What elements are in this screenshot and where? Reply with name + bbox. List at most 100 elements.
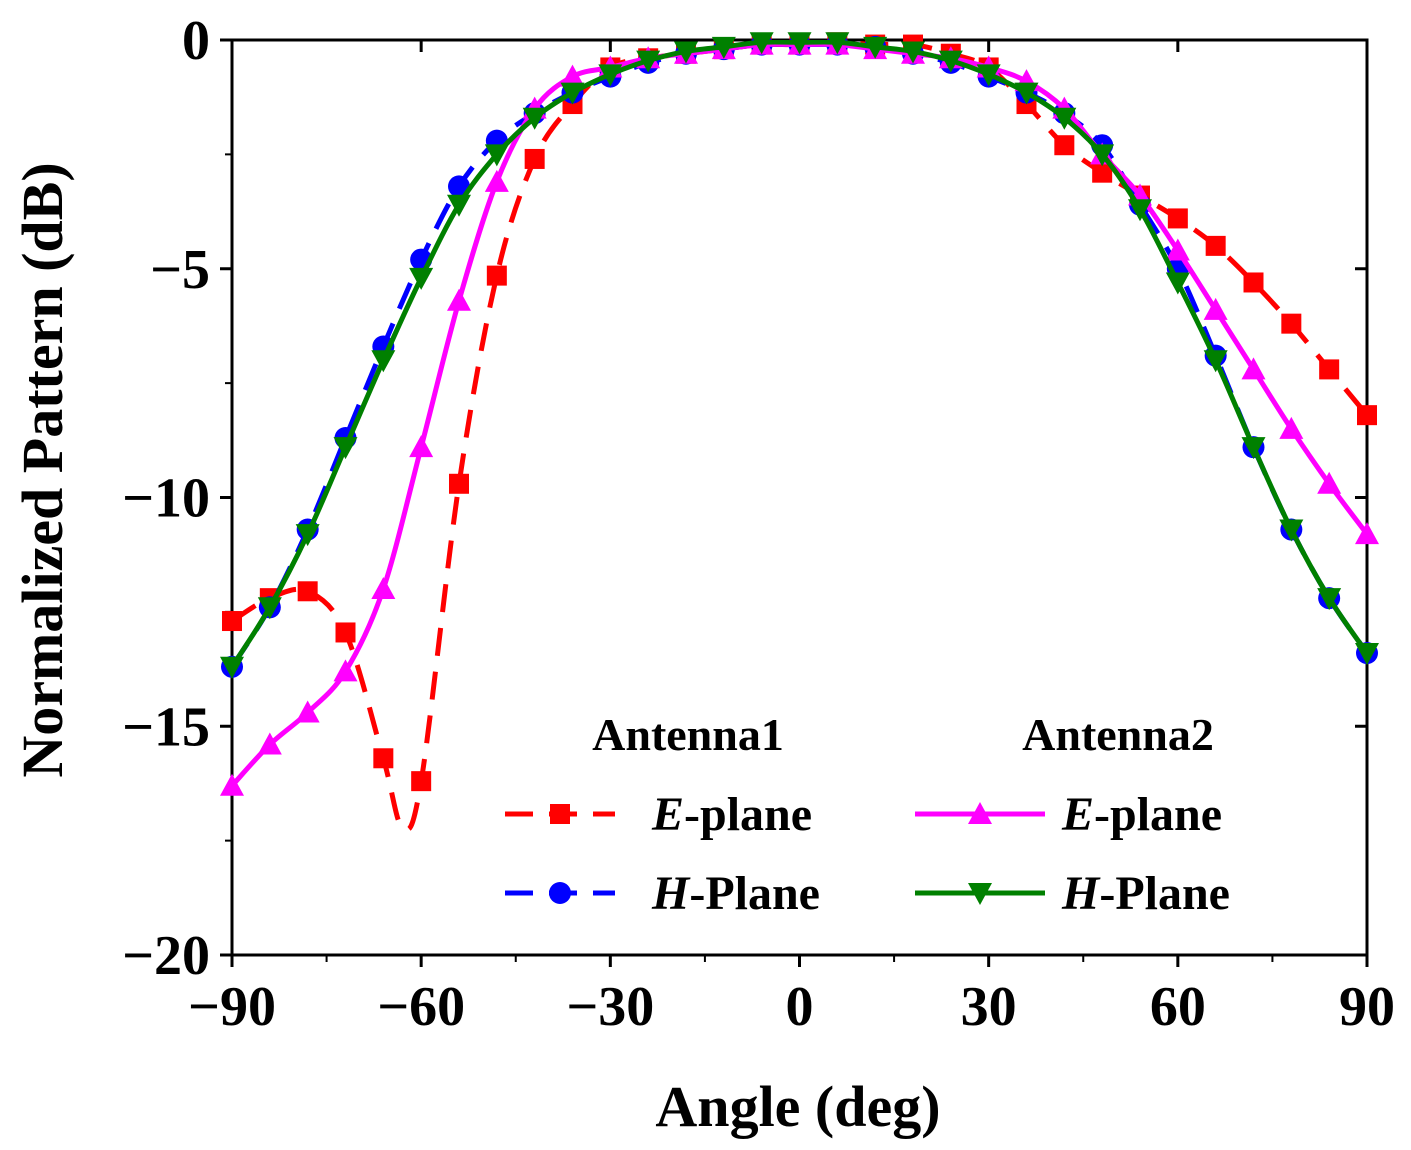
x-tick-label: 30 xyxy=(961,976,1017,1038)
data-point xyxy=(1167,208,1188,229)
data-point xyxy=(522,107,547,130)
data-point xyxy=(976,64,1001,87)
y-axis-title: Normalized Pattern (dB) xyxy=(10,162,75,777)
legend-label-prefix: E xyxy=(651,788,684,841)
y-tick-label: −20 xyxy=(122,925,210,987)
data-point xyxy=(1205,235,1226,256)
data-point xyxy=(1014,82,1039,105)
data-point xyxy=(1090,144,1115,167)
data-point xyxy=(1241,357,1266,380)
data-point xyxy=(297,581,318,602)
data-point xyxy=(220,656,244,679)
axes: −90 −60 −30 0 30 60 90 0 −5 −10 −15 −20 xyxy=(122,10,1395,1038)
data-point xyxy=(560,82,585,105)
data-point xyxy=(1203,350,1228,373)
data-point xyxy=(825,32,850,55)
data-point xyxy=(257,597,282,620)
data-point xyxy=(1203,297,1228,320)
data-point xyxy=(333,437,358,460)
data-point xyxy=(787,32,812,55)
data-point xyxy=(674,41,698,64)
data-point xyxy=(1279,416,1304,439)
x-tick-label: 60 xyxy=(1150,976,1206,1038)
legend-label-prefix: H xyxy=(1061,867,1101,920)
data-point xyxy=(749,32,774,55)
data-point xyxy=(220,773,244,796)
data-point xyxy=(484,169,509,192)
x-axis-title: Angle (deg) xyxy=(655,1074,940,1139)
data-point xyxy=(484,144,509,167)
legend-label-suffix: -Plane xyxy=(1099,867,1230,920)
data-point xyxy=(1241,437,1266,460)
legend-label-prefix: H xyxy=(651,867,691,920)
data-point xyxy=(1355,522,1379,545)
data-point xyxy=(1165,272,1190,295)
data-point xyxy=(901,41,925,64)
y-tick-label: −5 xyxy=(150,239,210,301)
data-point xyxy=(371,350,396,373)
legend-group1-title: Antenna1 xyxy=(592,709,784,760)
legend-entry-3: E-plane xyxy=(915,788,1222,841)
data-point xyxy=(938,50,963,73)
series-line xyxy=(232,40,1367,669)
data-point xyxy=(409,267,434,290)
data-point xyxy=(1355,643,1379,666)
legend-label: H-Plane xyxy=(1061,867,1230,920)
data-point xyxy=(1317,588,1342,611)
data-point xyxy=(1357,405,1377,426)
series-4 xyxy=(220,32,1379,679)
legend-marker xyxy=(550,804,570,824)
legend-label-suffix: -Plane xyxy=(689,867,820,920)
y-tick-label: 0 xyxy=(182,10,210,72)
legend-group2-title: Antenna2 xyxy=(1022,709,1214,760)
data-point xyxy=(295,700,320,723)
legend-label-prefix: E xyxy=(1061,788,1094,841)
legend: Antenna1 Antenna2 E-planeH-PlaneE-planeH… xyxy=(505,709,1230,920)
data-point xyxy=(711,36,736,59)
series-line xyxy=(232,41,1367,788)
data-point xyxy=(1243,272,1264,293)
x-tick-label: −90 xyxy=(188,976,276,1038)
data-point xyxy=(486,265,507,286)
legend-label-suffix: -plane xyxy=(1094,788,1222,841)
data-point xyxy=(1319,359,1340,380)
data-point xyxy=(1054,135,1075,156)
data-point xyxy=(1317,471,1342,494)
data-point xyxy=(1281,313,1302,334)
x-tick-label: −30 xyxy=(566,976,654,1038)
series-line xyxy=(232,41,1367,669)
series-3 xyxy=(220,32,1379,796)
legend-label: H-Plane xyxy=(651,867,820,920)
data-point xyxy=(335,622,356,643)
data-point xyxy=(371,577,396,599)
data-point xyxy=(1092,162,1113,183)
y-tick-label: −10 xyxy=(122,468,210,530)
data-point xyxy=(863,36,888,59)
legend-label: E-plane xyxy=(1061,788,1222,841)
data-point xyxy=(333,659,358,682)
data-point xyxy=(1279,519,1304,542)
data-point xyxy=(636,50,661,73)
data-point xyxy=(1052,107,1077,130)
legend-label-suffix: -plane xyxy=(684,788,812,841)
legend-marker xyxy=(968,802,992,824)
data-point xyxy=(524,148,545,169)
data-point xyxy=(447,288,471,311)
series-2 xyxy=(221,33,1378,678)
data-point xyxy=(449,473,469,494)
legend-entry-4: H-Plane xyxy=(915,867,1230,920)
x-tick-label: −60 xyxy=(377,976,465,1038)
x-tick-label: 0 xyxy=(786,976,814,1038)
data-point xyxy=(447,194,471,217)
data-point xyxy=(257,732,282,755)
data-point xyxy=(295,524,320,547)
data-point xyxy=(1128,199,1152,222)
data-point xyxy=(560,64,585,87)
legend-entry-1: E-plane xyxy=(505,788,812,841)
data-point xyxy=(598,64,623,87)
data-point xyxy=(409,435,434,458)
legend-marker xyxy=(549,882,571,904)
data-point xyxy=(373,748,394,769)
